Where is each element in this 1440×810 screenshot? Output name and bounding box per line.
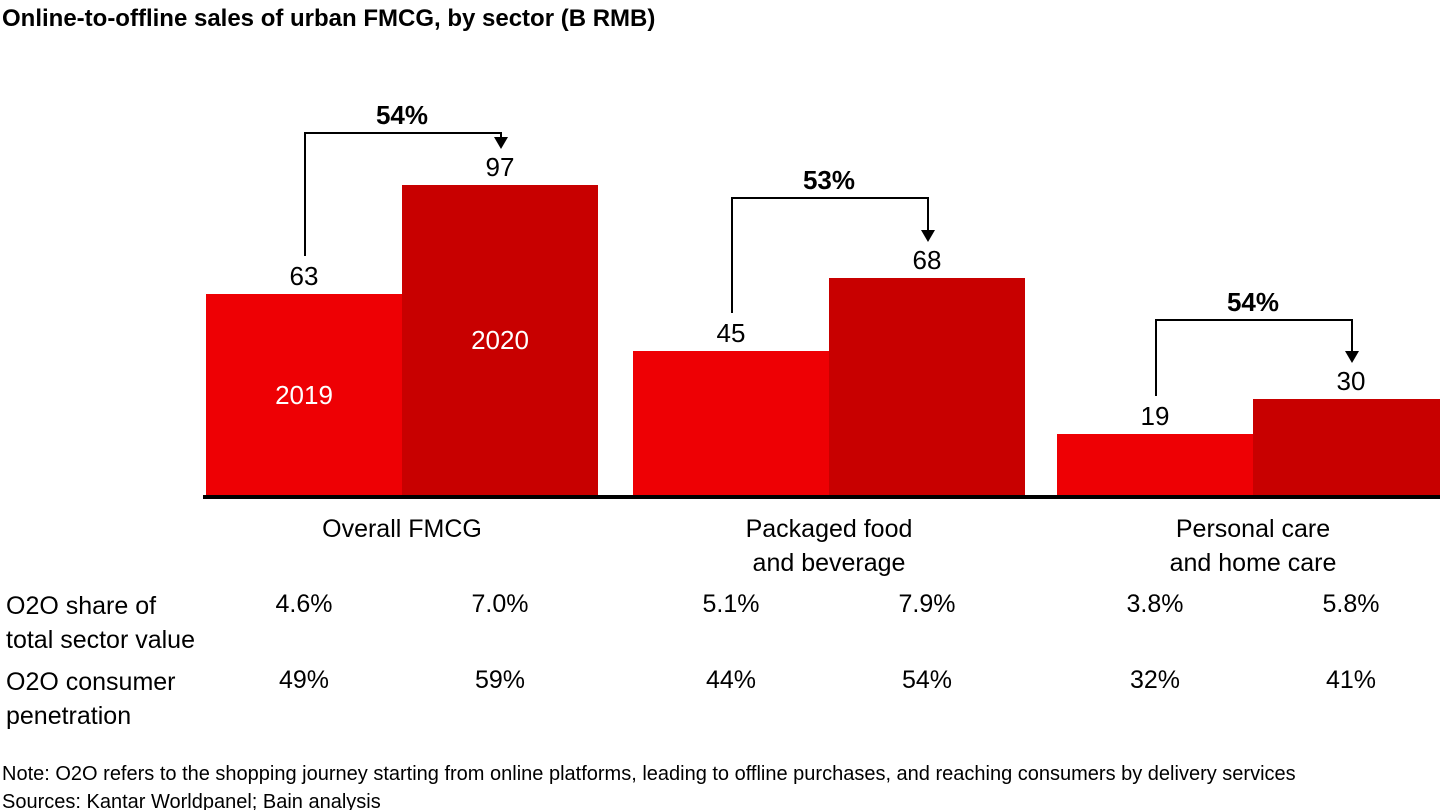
- category-label: Packaged food and beverage: [649, 512, 1009, 580]
- table-cell: 44%: [705, 666, 757, 694]
- growth-bracket-line: [1155, 319, 1157, 396]
- growth-bracket-line: [500, 132, 502, 137]
- growth-bracket-line: [1351, 319, 1353, 351]
- table-row-label: O2O consumer penetration: [6, 665, 266, 733]
- bar-value-label: 68: [912, 245, 942, 275]
- bar-value-label: 19: [1140, 401, 1170, 431]
- growth-bracket-line: [731, 197, 733, 313]
- year-label: 2020: [471, 325, 529, 355]
- growth-bracket-line: [304, 132, 500, 134]
- table-cell: 59%: [474, 666, 526, 694]
- growth-percent-label: 53%: [802, 165, 856, 195]
- page-title: Online-to-offline sales of urban FMCG, b…: [2, 5, 656, 32]
- arrow-down-icon: [494, 137, 508, 149]
- sources-text: Sources: Kantar Worldpanel; Bain analysi…: [2, 791, 381, 810]
- table-cell: 49%: [278, 666, 330, 694]
- table-row-label-line: penetration: [6, 702, 132, 730]
- bar-value-label: 45: [716, 318, 746, 348]
- x-axis-line: [203, 495, 1440, 499]
- table-row-label: O2O share of total sector value: [6, 589, 266, 657]
- category-label-line: Personal care: [1175, 515, 1331, 543]
- table-cell: 41%: [1325, 666, 1377, 694]
- table-row-label-line: total sector value: [6, 626, 195, 654]
- growth-percent-label: 54%: [1226, 287, 1280, 317]
- bar-value-label: 97: [485, 152, 515, 182]
- growth-percent-label: 54%: [375, 100, 429, 130]
- growth-bracket-line: [1155, 319, 1351, 321]
- category-label: Overall FMCG: [222, 512, 582, 546]
- growth-bracket-line: [927, 197, 929, 230]
- bar-2020: [1253, 399, 1440, 495]
- category-label-line: and beverage: [752, 549, 906, 577]
- bar-2020: [829, 278, 1025, 495]
- category-label-line: and home care: [1169, 549, 1337, 577]
- table-cell: 3.8%: [1126, 590, 1184, 618]
- note-text: Note: O2O refers to the shopping journey…: [2, 763, 1296, 785]
- arrow-down-icon: [921, 230, 935, 242]
- year-label: 2019: [275, 380, 333, 410]
- table-cell: 4.6%: [275, 590, 333, 618]
- growth-bracket-line: [731, 197, 927, 199]
- category-label-line: Overall FMCG: [322, 515, 482, 543]
- bar-value-label: 63: [289, 261, 319, 291]
- growth-bracket-line: [304, 132, 306, 256]
- table-cell: 54%: [901, 666, 953, 694]
- table-cell: 5.8%: [1322, 590, 1380, 618]
- chart-area: 63 2019 97 2020 54% 45 68 53% 19 30 54%: [206, 100, 1440, 495]
- table-cell: 7.9%: [898, 590, 956, 618]
- bar-value-label: 30: [1336, 366, 1366, 396]
- table-row-label-line: O2O share of: [6, 592, 157, 620]
- table-row-label-line: O2O consumer: [6, 668, 176, 696]
- table-cell: 32%: [1129, 666, 1181, 694]
- category-label: Personal care and home care: [1073, 512, 1433, 580]
- table-cell: 5.1%: [702, 590, 760, 618]
- table-cell: 7.0%: [471, 590, 529, 618]
- bar-2019: [1057, 434, 1253, 495]
- bar-2019: [206, 294, 402, 495]
- bar-2020: [402, 185, 598, 495]
- arrow-down-icon: [1345, 351, 1359, 363]
- bar-2019: [633, 351, 829, 495]
- category-label-line: Packaged food: [745, 515, 913, 543]
